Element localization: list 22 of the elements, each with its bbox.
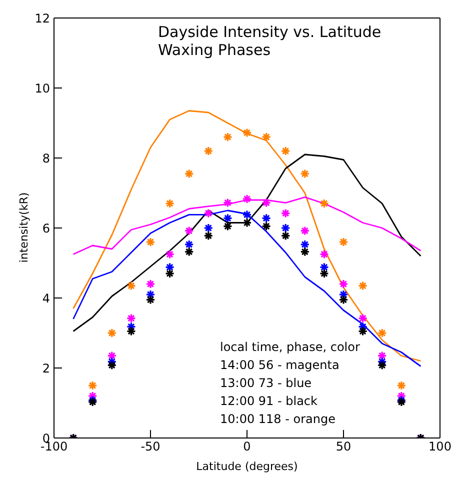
annotation: 13:00 73 - blue (220, 375, 313, 392)
y-tick-label: 2 (42, 361, 50, 376)
y-tick-label: 4 (42, 291, 50, 306)
chart-title: Dayside Intensity vs. Latitude (158, 23, 382, 41)
line-series (72, 110, 422, 362)
annotation: 12:00 91 - black (220, 393, 318, 410)
x-tick-label: 0 (243, 440, 251, 454)
line-series (72, 154, 422, 332)
line-series (72, 195, 422, 255)
y-tick-label: 10 (34, 81, 50, 96)
y-tick-label: 8 (42, 151, 50, 166)
y-axis-title: intensity(kR) (18, 190, 30, 264)
text: Waxing Phases (158, 41, 271, 59)
x-axis-title: Latitude (degrees) (195, 460, 299, 473)
annotation: local time, phase, color (220, 339, 360, 356)
y-tick-label: 6 (42, 221, 50, 236)
annotation: 14:00 56 - magenta (220, 357, 340, 374)
x-tick-label: 50 (336, 440, 352, 454)
annotation: 10:00 118 - orange (220, 411, 336, 428)
x-tick-label: -50 (140, 440, 160, 454)
x-tick-label: 100 (428, 440, 452, 454)
y-tick-label: 12 (34, 11, 50, 26)
